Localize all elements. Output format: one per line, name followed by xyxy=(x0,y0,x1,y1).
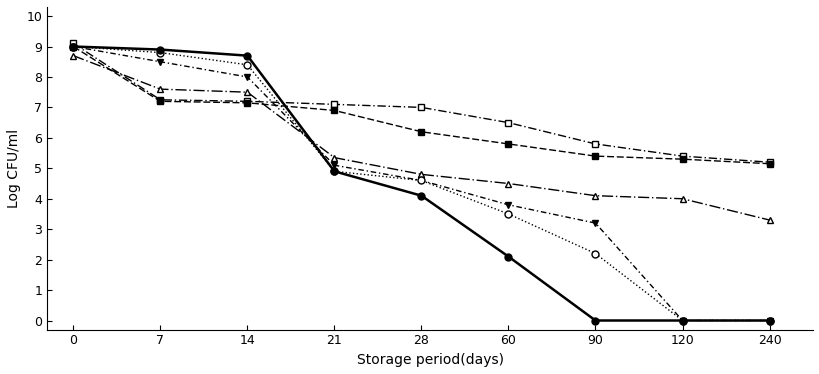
open triangle up xyxy=(503,181,513,186)
filled circle xyxy=(763,318,773,323)
filled triangle down xyxy=(676,318,686,323)
open square xyxy=(329,102,339,107)
X-axis label: Storage period(days): Storage period(days) xyxy=(356,353,503,367)
filled square xyxy=(329,108,339,113)
filled triangle down xyxy=(68,44,78,49)
open square xyxy=(590,142,600,146)
filled square xyxy=(503,142,513,146)
open triangle up xyxy=(416,172,426,177)
Line: filled circle: filled circle xyxy=(70,43,772,324)
filled square xyxy=(156,99,165,104)
filled triangle down xyxy=(242,75,252,79)
open triangle up xyxy=(242,90,252,94)
filled square xyxy=(242,101,252,105)
filled circle xyxy=(503,254,513,259)
filled triangle down xyxy=(763,318,773,323)
open circle xyxy=(763,318,773,323)
open circle xyxy=(68,44,78,49)
filled square xyxy=(416,129,426,134)
open circle xyxy=(416,178,426,183)
open circle xyxy=(676,318,686,323)
open circle xyxy=(242,62,252,67)
Y-axis label: Log CFU/ml: Log CFU/ml xyxy=(7,129,21,208)
open triangle up xyxy=(329,155,339,160)
open circle xyxy=(156,50,165,55)
open triangle up xyxy=(676,196,686,201)
Line: open triangle up: open triangle up xyxy=(70,52,772,224)
filled square xyxy=(590,154,600,158)
filled circle xyxy=(156,47,165,52)
open triangle up xyxy=(590,193,600,198)
open square xyxy=(156,98,165,102)
filled circle xyxy=(242,53,252,58)
open square xyxy=(242,99,252,104)
filled circle xyxy=(590,318,600,323)
open triangle up xyxy=(763,218,773,222)
open circle xyxy=(329,169,339,174)
open circle xyxy=(503,212,513,216)
open triangle up xyxy=(68,53,78,58)
open square xyxy=(676,154,686,158)
filled triangle down xyxy=(503,203,513,207)
filled square xyxy=(763,162,773,166)
open square xyxy=(763,160,773,165)
open triangle up xyxy=(156,87,165,91)
open square xyxy=(68,41,78,46)
Line: filled triangle down: filled triangle down xyxy=(70,43,772,324)
filled circle xyxy=(416,193,426,198)
filled square xyxy=(676,157,686,162)
Line: open circle: open circle xyxy=(70,43,772,324)
filled triangle down xyxy=(416,178,426,183)
open square xyxy=(503,120,513,125)
open circle xyxy=(590,251,600,256)
filled circle xyxy=(68,44,78,49)
filled circle xyxy=(329,169,339,174)
filled triangle down xyxy=(329,163,339,168)
open square xyxy=(416,105,426,110)
filled triangle down xyxy=(156,59,165,64)
Line: open square: open square xyxy=(70,40,772,166)
filled square xyxy=(68,44,78,49)
filled triangle down xyxy=(590,221,600,225)
Line: filled square: filled square xyxy=(70,43,772,167)
filled circle xyxy=(676,318,686,323)
